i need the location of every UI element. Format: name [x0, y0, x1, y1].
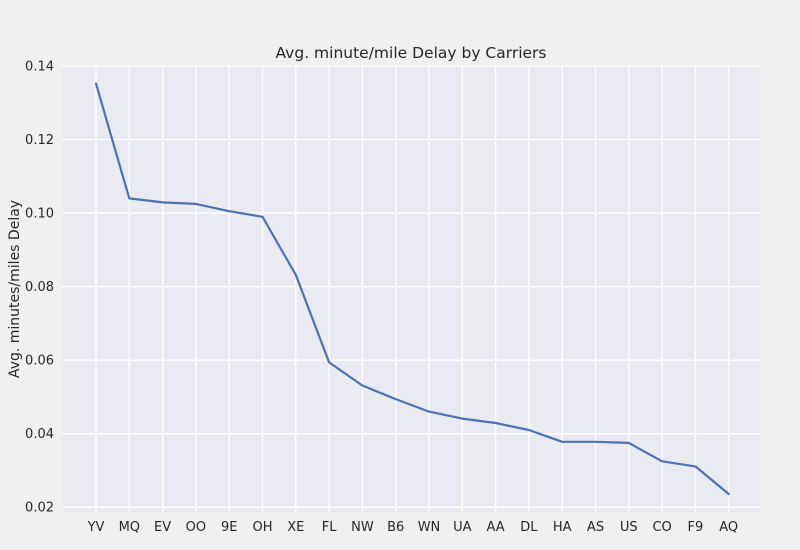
x-tick-label: NW	[351, 520, 374, 535]
data-point-WN	[427, 410, 431, 414]
x-tick-label: EV	[154, 520, 171, 535]
data-point-OH	[261, 215, 265, 219]
grid-lines	[62, 65, 760, 512]
data-point-OO	[194, 202, 198, 206]
data-point-UA	[460, 417, 464, 421]
data-point-MQ	[127, 196, 131, 200]
x-tick-label: HA	[553, 520, 572, 535]
data-point-B6	[394, 397, 398, 401]
data-point-CO	[660, 459, 664, 463]
data-point-AA	[494, 421, 498, 425]
y-tick-label: 0.02	[25, 501, 54, 516]
data-point-FL	[327, 360, 331, 364]
x-tick-label: AS	[587, 520, 604, 535]
x-tick-label: US	[620, 520, 638, 535]
y-tick-label: 0.12	[25, 133, 54, 148]
data-point-EV	[161, 200, 165, 204]
x-tick-label: AQ	[719, 520, 738, 535]
data-point-AQ	[727, 492, 731, 496]
data-point-9E	[227, 209, 231, 213]
chart-title: Avg. minute/mile Delay by Carriers	[275, 44, 546, 62]
x-tick-label: FL	[322, 520, 337, 535]
x-tick-label: MQ	[119, 520, 140, 535]
x-tick-label: F9	[688, 520, 704, 535]
x-tick-labels: YV MQ EV OO 9E OH XE FL NW B6 WN UA AA DL HA AS US CO F9 AQ	[87, 520, 739, 535]
x-tick-label: WN	[418, 520, 441, 535]
x-tick-label: OO	[186, 520, 206, 535]
plot-area	[62, 66, 760, 512]
data-point-XE	[294, 273, 298, 277]
data-point-F9	[693, 464, 697, 468]
data-point-YV	[94, 82, 98, 86]
x-tick-label: UA	[453, 520, 472, 535]
x-tick-label: DL	[520, 520, 538, 535]
series-line	[94, 82, 730, 496]
x-tick-label: YV	[87, 520, 105, 535]
x-tick-label: AA	[487, 520, 505, 535]
y-tick-label: 0.04	[25, 427, 54, 442]
data-point-HA	[560, 440, 564, 444]
y-tick-label: 0.14	[25, 60, 54, 75]
y-tick-label: 0.08	[25, 280, 54, 295]
x-tick-label: 9E	[221, 520, 238, 535]
x-tick-label: CO	[652, 520, 671, 535]
y-tick-label: 0.06	[25, 354, 54, 369]
y-tick-labels: 0.02 0.04 0.06 0.08 0.10 0.12 0.14	[25, 60, 54, 516]
x-tick-label: OH	[252, 520, 272, 535]
series-layer	[94, 82, 731, 496]
y-tick-label: 0.10	[25, 207, 54, 222]
x-tick-label: B6	[387, 520, 404, 535]
x-tick-label: XE	[287, 520, 304, 535]
data-point-AS	[594, 440, 598, 444]
y-axis-label: Avg. minutes/miles Delay	[7, 200, 23, 378]
data-point-US	[627, 441, 631, 445]
data-point-NW	[360, 384, 364, 388]
data-point-DL	[527, 428, 531, 432]
